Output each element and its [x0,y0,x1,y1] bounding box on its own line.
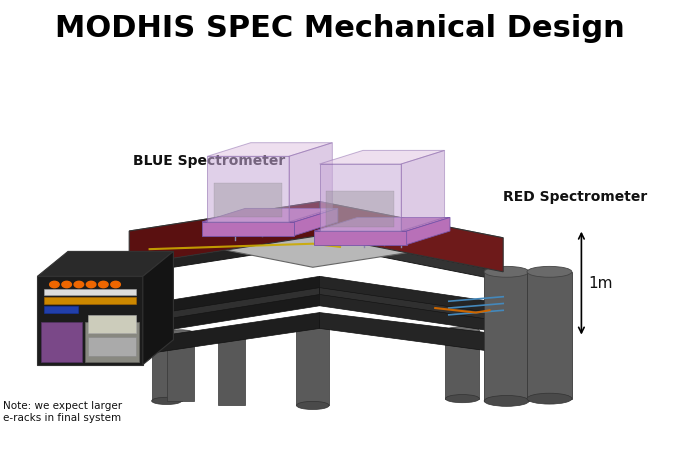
Polygon shape [320,313,490,351]
Polygon shape [296,324,329,405]
Text: Note: we expect larger
e-racks in final system: Note: we expect larger e-racks in final … [3,401,122,423]
Polygon shape [150,288,320,322]
Polygon shape [202,222,294,236]
Polygon shape [407,217,450,245]
Ellipse shape [486,327,520,335]
Polygon shape [129,236,320,274]
Polygon shape [129,202,320,265]
Ellipse shape [484,395,529,406]
Polygon shape [88,337,136,356]
Polygon shape [41,322,82,362]
Polygon shape [129,202,503,267]
Ellipse shape [486,390,520,398]
Polygon shape [314,231,407,245]
Text: 1m: 1m [588,275,613,291]
Circle shape [62,281,71,288]
Ellipse shape [296,401,329,410]
Circle shape [50,281,59,288]
Polygon shape [37,276,143,365]
Polygon shape [214,183,282,217]
Polygon shape [150,276,320,333]
Ellipse shape [527,266,572,277]
Circle shape [74,281,84,288]
Polygon shape [486,331,520,394]
Polygon shape [294,208,338,236]
Polygon shape [202,208,338,222]
Polygon shape [44,297,136,304]
Polygon shape [143,251,173,365]
Polygon shape [289,143,333,222]
Polygon shape [326,191,394,226]
Ellipse shape [484,266,529,277]
Ellipse shape [445,395,479,403]
Ellipse shape [445,327,479,335]
Polygon shape [320,236,503,281]
Polygon shape [150,313,320,353]
Ellipse shape [296,320,329,328]
Ellipse shape [518,387,556,396]
Circle shape [99,281,108,288]
Polygon shape [320,164,401,231]
Polygon shape [37,251,173,276]
Polygon shape [320,276,490,331]
Polygon shape [320,150,445,164]
Polygon shape [88,315,136,333]
Polygon shape [44,306,78,313]
Polygon shape [527,272,572,399]
Polygon shape [445,331,479,399]
Polygon shape [484,272,529,401]
Ellipse shape [518,322,556,331]
Polygon shape [218,331,245,405]
Polygon shape [518,326,556,392]
Polygon shape [85,322,139,362]
Polygon shape [314,217,450,231]
Polygon shape [207,156,289,222]
Polygon shape [152,333,182,401]
Text: MODHIS SPEC Mechanical Design: MODHIS SPEC Mechanical Design [55,14,625,43]
Polygon shape [320,202,503,272]
Ellipse shape [152,329,182,337]
Ellipse shape [218,328,245,334]
Ellipse shape [527,393,572,404]
Polygon shape [44,289,136,295]
Polygon shape [167,333,194,401]
Circle shape [111,281,120,288]
Polygon shape [320,288,490,319]
Polygon shape [401,150,445,231]
Ellipse shape [167,330,194,336]
Text: RED Spectrometer: RED Spectrometer [503,190,647,204]
Ellipse shape [152,397,182,405]
Polygon shape [207,143,333,156]
Text: BLUE Spectrometer: BLUE Spectrometer [133,154,285,168]
Circle shape [86,281,96,288]
